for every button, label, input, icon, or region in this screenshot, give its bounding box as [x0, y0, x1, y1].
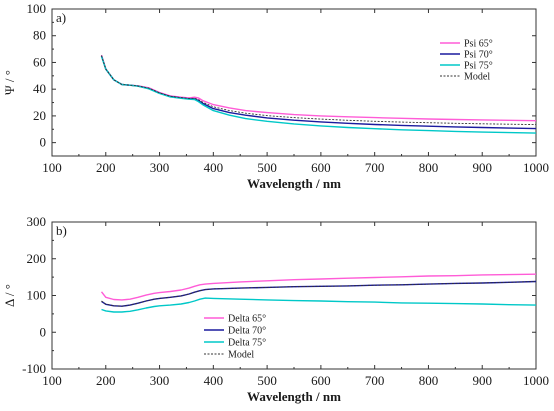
- x-tick-label: 400: [204, 160, 224, 175]
- x-tick-label: 100: [42, 373, 62, 388]
- legend-label: Psi 65°: [464, 39, 493, 50]
- legend-label: Psi 75°: [464, 61, 493, 72]
- plot-frame: [51, 221, 537, 370]
- y-tick-label: 300: [27, 214, 47, 229]
- series-line-3: [101, 281, 537, 307]
- y-tick-label: 40: [33, 81, 46, 96]
- x-tick-label: 800: [419, 373, 439, 388]
- x-tick-label: 300: [150, 160, 170, 175]
- panel-label: a): [56, 10, 66, 25]
- y-tick-label: -100: [22, 361, 46, 376]
- y-tick-label: 20: [33, 108, 46, 123]
- panel-label: b): [56, 223, 67, 238]
- series-line-2: [101, 297, 537, 313]
- x-tick-label: 400: [204, 373, 224, 388]
- x-tick-label: 900: [472, 160, 492, 175]
- y-tick-label: 0: [40, 324, 47, 339]
- series-line-0: [100, 273, 537, 301]
- x-tick-label: 300: [150, 373, 170, 388]
- y-tick-label: 100: [27, 1, 47, 16]
- y-tick-label: 0: [40, 135, 47, 150]
- x-tick-label: 600: [311, 373, 331, 388]
- y-axis-title: Δ / °: [2, 284, 17, 307]
- y-tick-label: 200: [27, 251, 47, 266]
- legend-label: Model: [464, 72, 490, 83]
- legend-label: Model: [228, 350, 254, 361]
- y-tick-label: 80: [33, 28, 46, 43]
- plot-frame: [51, 8, 537, 157]
- panel-1: 100 200 300 400 500 600 700 800 900 1000 -100 0 100 2…: [2, 214, 549, 404]
- x-tick-label: 500: [257, 373, 277, 388]
- x-tick-label: 700: [365, 373, 385, 388]
- x-tick-label: 700: [365, 160, 385, 175]
- legend-label: Delta 65°: [228, 314, 266, 325]
- x-tick-label: 200: [96, 373, 116, 388]
- x-tick-label: 800: [419, 160, 439, 175]
- y-tick-label: 100: [27, 288, 47, 303]
- x-tick-label: 100: [42, 160, 62, 175]
- x-axis-title: Wavelength / nm: [247, 176, 341, 191]
- x-tick-label: 600: [311, 160, 331, 175]
- x-tick-label: 1000: [523, 160, 549, 175]
- x-tick-label: 200: [96, 160, 116, 175]
- y-tick-label: 60: [33, 54, 46, 69]
- panel-0: 100 200 300 400 500 600 700 800 900 1000 0 20 40 60 80…: [2, 1, 549, 191]
- legend-label: Psi 70°: [464, 50, 493, 61]
- series-line-3: [101, 55, 537, 126]
- x-tick-label: 1000: [523, 373, 549, 388]
- series-line-1: [101, 280, 537, 307]
- y-axis-title: Ψ / °: [2, 70, 17, 95]
- x-tick-label: 500: [257, 160, 277, 175]
- x-tick-label: 900: [472, 373, 492, 388]
- legend-label: Delta 70°: [228, 326, 266, 337]
- x-axis-title: Wavelength / nm: [247, 389, 341, 404]
- legend-label: Delta 75°: [228, 338, 266, 349]
